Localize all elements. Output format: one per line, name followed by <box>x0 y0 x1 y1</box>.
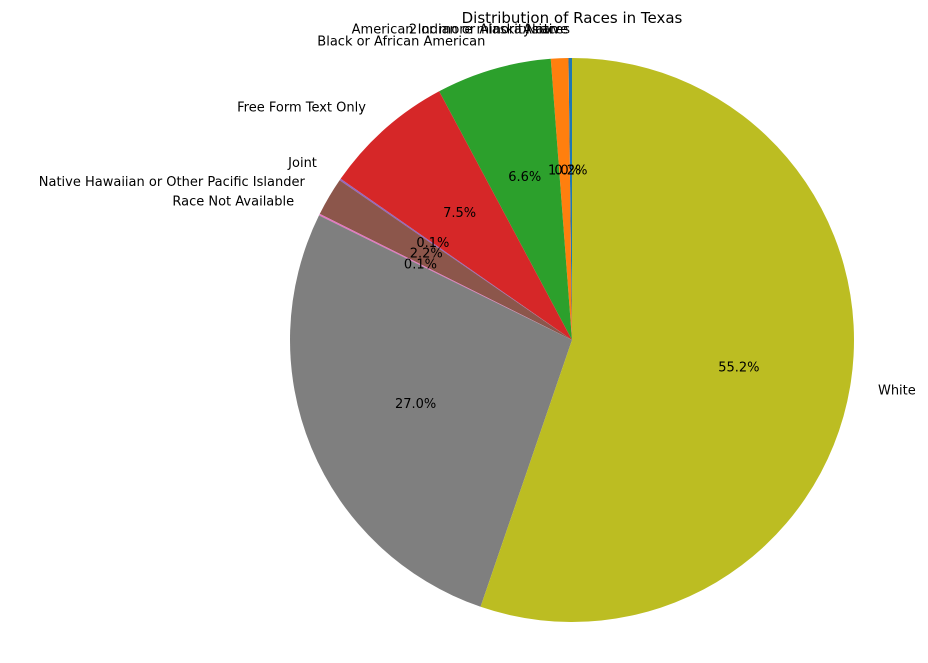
pie-slice-race-not-available <box>319 213 572 340</box>
pie-slice-native-hawaiian-or-other-pacific-islander <box>319 180 572 340</box>
slice-label-2-or-more-minority-races: 2 or more minority races <box>409 22 570 37</box>
slice-label-joint: Joint <box>287 156 317 171</box>
chart-title: Distribution of Races in Texas <box>462 9 683 27</box>
slice-label-asian: Asian <box>523 23 558 38</box>
pie-slice-white <box>480 58 855 623</box>
slice-label-american-indian-or-alaska-native: American Indian or Alaska Native <box>352 22 568 37</box>
slice-percent-asian: 1.0% <box>548 163 581 178</box>
slice-percent-race-not-available: 0.1% <box>404 257 437 272</box>
slice-label-free-form-text-only: Free Form Text Only <box>237 101 366 116</box>
slice-label-black-or-african-american: Black or African American <box>317 35 485 50</box>
slice-percent-2-or-more-minority-races: 0.2% <box>554 163 587 178</box>
pie-slice-2-or-more-minority-races <box>568 58 572 340</box>
pie-slice-black-or-african-american <box>439 58 572 340</box>
pie-slice-free-form-text-only <box>340 91 572 340</box>
slice-percent-white: 55.2% <box>718 360 759 375</box>
pie-slice-unlabeled <box>290 215 572 607</box>
pie-slice-asian <box>550 58 572 340</box>
pie-slice-joint <box>339 178 572 340</box>
slice-percent-native-hawaiian-or-other-pacific-islander: 2.2% <box>410 247 443 262</box>
slice-percent-black-or-african-american: 6.6% <box>508 170 541 185</box>
slice-percent-free-form-text-only: 7.5% <box>443 206 476 221</box>
slice-label-white: White <box>878 383 916 398</box>
slice-label-race-not-available: Race Not Available <box>172 195 294 210</box>
slice-percent-unlabeled: 27.0% <box>395 397 436 412</box>
pie-labels: 2 or more minority races 0.2% American Ind… <box>39 22 916 412</box>
pie-slices <box>290 58 855 623</box>
slice-label-native-hawaiian-or-other-pacific-islander: Native Hawaiian or Other Pacific Islande… <box>39 175 306 190</box>
slice-percent-joint: 0.1% <box>416 236 449 251</box>
